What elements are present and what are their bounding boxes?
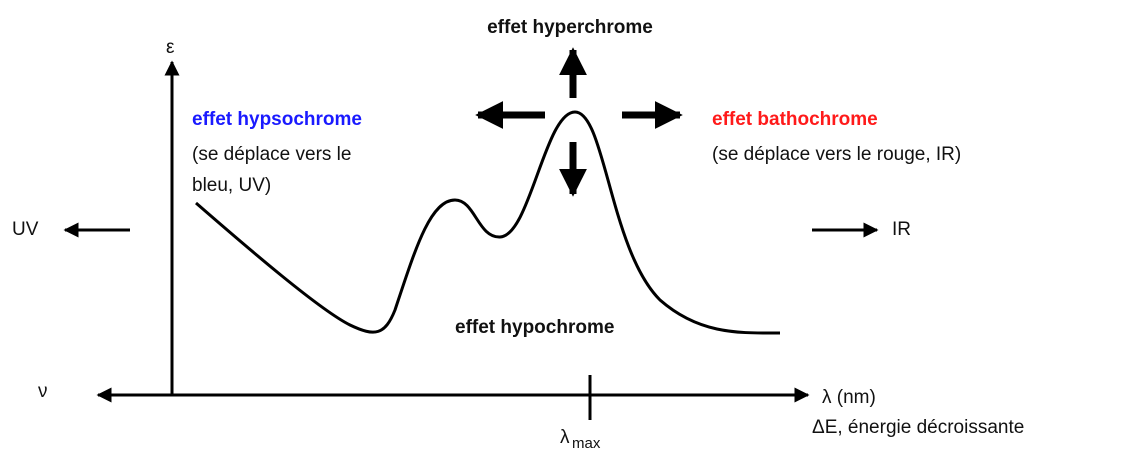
absorption-curve [195, 110, 781, 335]
label: λ [560, 427, 570, 448]
label: UV [12, 219, 39, 240]
label: bleu, UV) [192, 175, 271, 196]
label: λ (nm) [822, 387, 876, 408]
label: ε [166, 37, 175, 58]
label: effet hyperchrome [487, 17, 653, 38]
label: max [572, 435, 601, 452]
label: ΔE, énergie décroissante [812, 417, 1024, 438]
label: effet bathochrome [712, 109, 878, 130]
label: effet hypochrome [455, 317, 614, 338]
label: effet hypsochrome [192, 109, 362, 130]
label: IR [892, 219, 911, 240]
label: (se déplace vers le rouge, IR) [712, 144, 961, 165]
label: ν [38, 381, 48, 402]
label: (se déplace vers le [192, 144, 351, 165]
